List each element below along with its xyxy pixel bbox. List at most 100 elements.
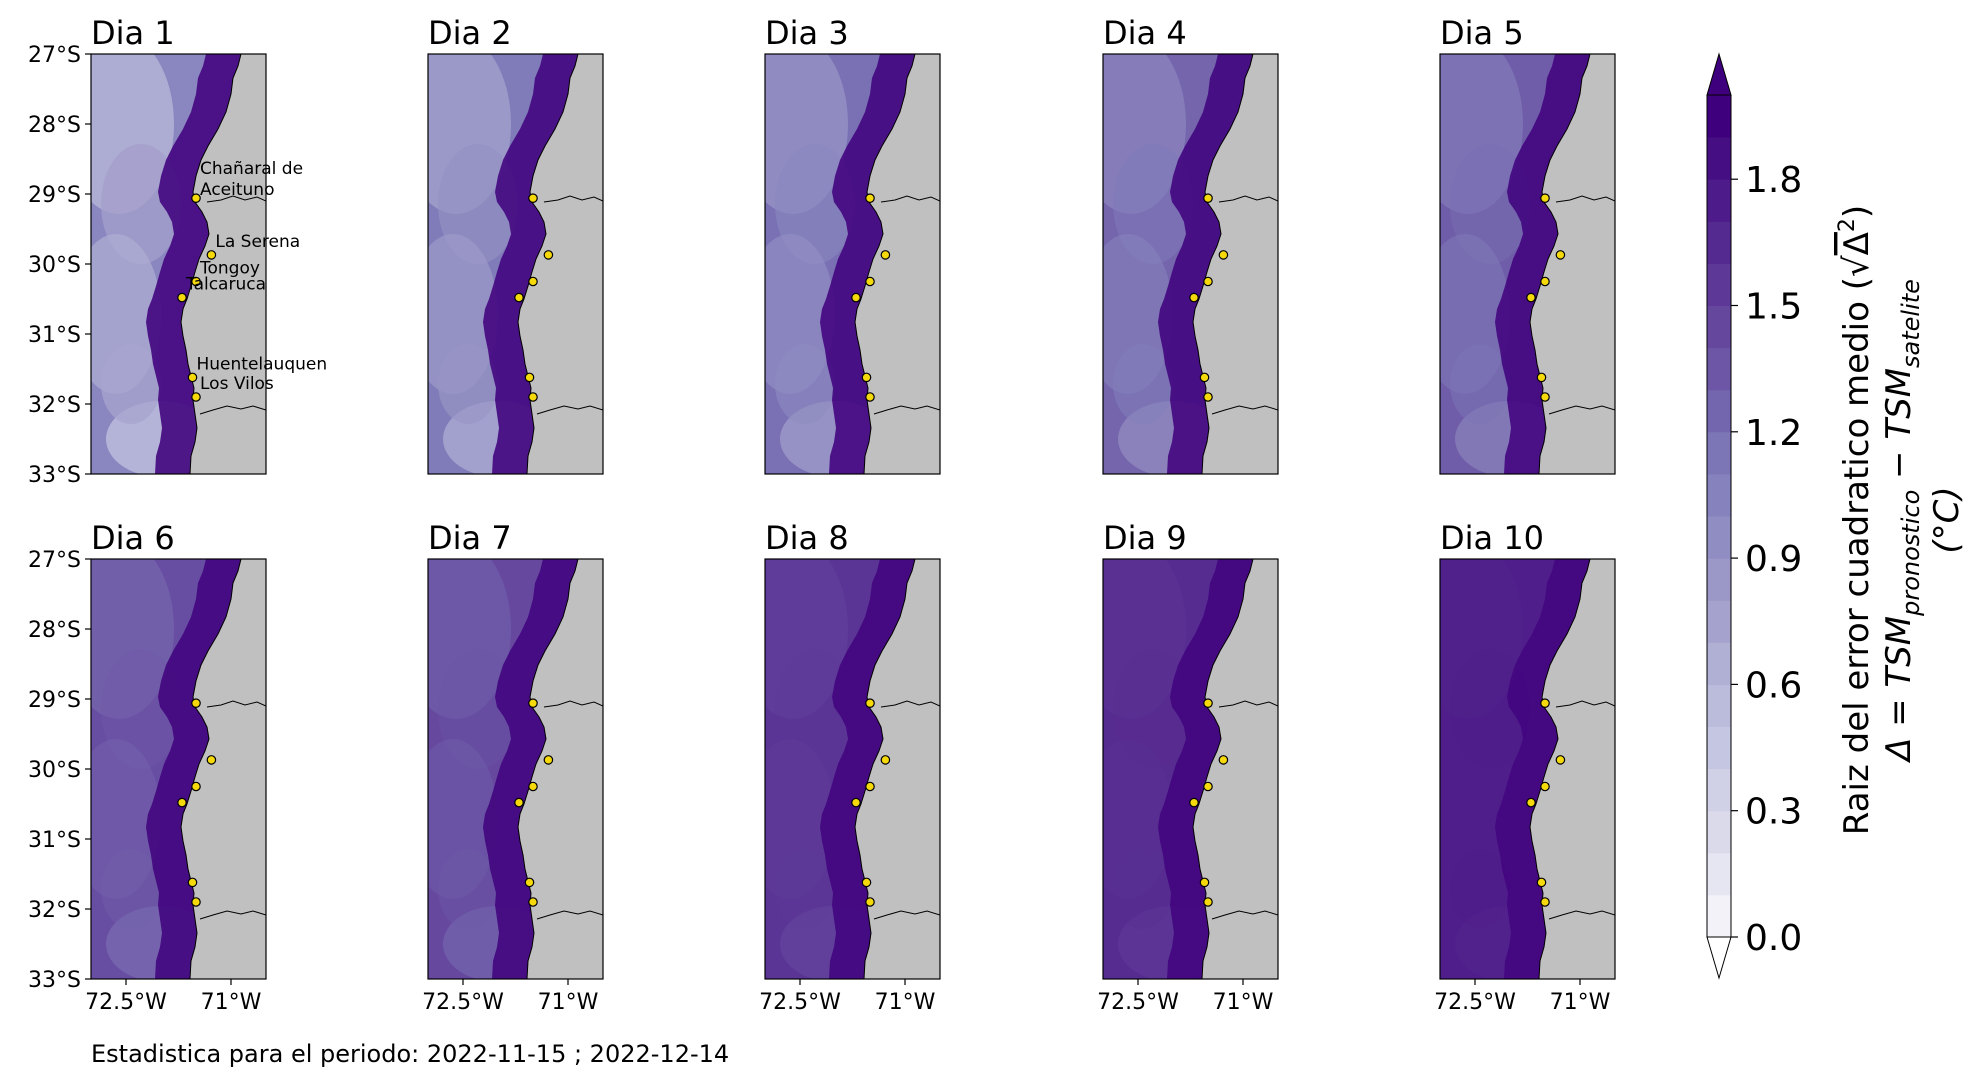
colorbar-level — [1707, 347, 1731, 391]
panel-title: Dia 10 — [1440, 519, 1544, 557]
station-marker — [191, 392, 201, 402]
lon-tick-label: 71°W — [538, 990, 599, 1015]
colorbar-level — [1707, 894, 1731, 938]
colorbar-tick-label: 1.8 — [1745, 160, 1802, 201]
colorbar-frame — [1706, 94, 1732, 938]
land — [181, 559, 266, 979]
colorbar-level — [1707, 810, 1731, 854]
border-line — [543, 195, 603, 203]
error-contour — [91, 739, 161, 899]
colorbar-extend-max — [1706, 52, 1732, 96]
coastal-band — [483, 559, 578, 979]
lon-tick-label: 72.5°W — [1434, 990, 1516, 1015]
border-line — [536, 910, 603, 920]
land — [1193, 559, 1278, 979]
station-marker — [543, 250, 554, 260]
panel-title: Dia 2 — [428, 14, 512, 52]
station-marker — [191, 698, 201, 708]
land — [518, 559, 603, 979]
error-contour — [1440, 234, 1510, 394]
border-line — [1548, 910, 1615, 920]
lat-tick-label: 33°S — [28, 968, 81, 993]
border-line — [1218, 700, 1278, 708]
station-marker — [865, 897, 875, 907]
lat-tick-label: 27°S — [28, 548, 81, 573]
error-contour — [438, 144, 518, 264]
colorbar-level — [1707, 726, 1731, 770]
colorbar-level — [1707, 95, 1731, 138]
border-line — [880, 700, 940, 708]
colorbar-level — [1707, 137, 1731, 180]
station-marker — [177, 797, 187, 808]
coastal-band — [1495, 54, 1590, 474]
panel-title: Dia 6 — [91, 519, 175, 557]
station-marker — [177, 292, 187, 303]
error-contour — [765, 739, 835, 899]
station-marker — [1540, 897, 1550, 907]
colorbar-label: Raiz del error cuadratico medio (√Δ2)Δ =… — [1835, 205, 1967, 835]
error-contour — [1450, 649, 1530, 769]
error-contour — [1103, 739, 1173, 899]
colorbar-level — [1707, 558, 1731, 601]
colorbar-level — [1707, 221, 1731, 264]
error-contour — [1113, 344, 1173, 424]
coastal-band — [1495, 559, 1590, 979]
lat-tick-label: 30°S — [28, 253, 81, 278]
station-marker — [187, 372, 198, 383]
station-label: Chañaral de Aceituno — [200, 159, 303, 200]
error-contour — [1113, 144, 1193, 264]
station-marker — [1540, 698, 1550, 708]
station-marker — [528, 781, 538, 792]
map-panel: Dia 10 72.5°W 71°W — [1434, 519, 1616, 1015]
station-marker — [191, 276, 201, 287]
coastal-band — [146, 559, 241, 979]
station-marker — [1203, 897, 1213, 907]
land — [181, 54, 266, 474]
error-contour — [101, 144, 181, 264]
station-marker — [1203, 781, 1213, 792]
border-line — [1555, 195, 1615, 203]
station-marker — [1199, 877, 1210, 888]
colorbar-level — [1707, 642, 1731, 685]
lat-tick-label: 28°S — [28, 618, 81, 643]
panel-frame — [1439, 53, 1616, 475]
error-contour — [1450, 344, 1510, 424]
colorbar-tick-label: 0.9 — [1745, 539, 1802, 580]
error-contour — [775, 344, 835, 424]
border-line — [873, 910, 940, 920]
coastal-band — [820, 559, 915, 979]
panel-title: Dia 4 — [1103, 14, 1187, 52]
station-marker — [865, 698, 875, 708]
station-marker — [1526, 292, 1536, 303]
panel-title: Dia 5 — [1440, 14, 1524, 52]
station-marker — [528, 897, 538, 907]
lon-tick-label: 71°W — [875, 990, 936, 1015]
coastal-band — [820, 54, 915, 474]
station-marker — [1203, 276, 1213, 287]
station-marker — [1203, 392, 1213, 402]
panel-frame — [1102, 53, 1279, 475]
error-contour — [438, 849, 498, 929]
station-marker — [1555, 755, 1566, 765]
panel-frame — [1439, 558, 1616, 980]
station-marker — [514, 797, 524, 808]
colorbar-tick-label: 0.0 — [1745, 918, 1802, 959]
lat-tick-label: 32°S — [28, 898, 81, 923]
land — [1193, 54, 1278, 474]
colorbar-level — [1707, 600, 1731, 643]
station-marker — [1203, 698, 1213, 708]
map-panel: Dia 7 72.5°W 71°W — [422, 519, 604, 1015]
station-marker — [1189, 797, 1199, 808]
colorbar-extend-min — [1706, 936, 1732, 980]
station-marker — [1199, 372, 1210, 383]
station-marker — [191, 897, 201, 907]
land — [855, 54, 940, 474]
station-marker — [1203, 193, 1213, 203]
station-marker — [880, 250, 891, 260]
station-marker — [880, 755, 891, 765]
error-contour — [1113, 849, 1173, 929]
station-marker — [191, 193, 201, 203]
station-marker — [851, 797, 861, 808]
station-marker — [1536, 877, 1547, 888]
lat-tick-label: 28°S — [28, 113, 81, 138]
